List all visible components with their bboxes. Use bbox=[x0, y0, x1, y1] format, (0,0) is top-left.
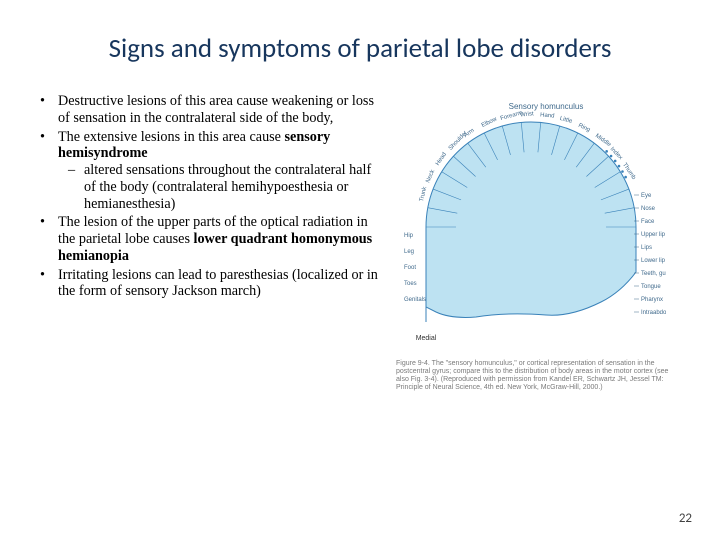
text-run: Irritating lesions can lead to paresthes… bbox=[58, 267, 378, 300]
figure-label: Hip bbox=[404, 233, 414, 239]
figure-label: Intraabdominal bbox=[641, 310, 666, 316]
figure-label: Elbow bbox=[481, 116, 499, 129]
content-row: Destructive lesions of this area cause w… bbox=[36, 93, 684, 392]
sub-list: altered sensations throughout the contra… bbox=[58, 162, 384, 212]
text-run: Destructive lesions of this area cause w… bbox=[58, 93, 374, 126]
list-item: Destructive lesions of this area cause w… bbox=[36, 93, 384, 127]
figure-label: Hand bbox=[540, 112, 555, 119]
list-item: The extensive lesions in this area cause… bbox=[36, 129, 384, 213]
figure-label: Face bbox=[641, 219, 655, 225]
text-column: Destructive lesions of this area cause w… bbox=[36, 93, 384, 392]
slide: Signs and symptoms of parietal lobe diso… bbox=[0, 0, 720, 540]
cortex-section bbox=[426, 122, 636, 317]
figure-label: Trunk bbox=[419, 185, 428, 202]
figure-label: Genitals bbox=[404, 297, 426, 303]
figure-label: Teeth, gums, and jaw bbox=[641, 271, 666, 277]
list-item: Irritating lesions can lead to paresthes… bbox=[36, 267, 384, 301]
bullet-list: Destructive lesions of this area cause w… bbox=[36, 93, 384, 300]
figure-column: Sensory homunculus TrunkNeckHeadShoulder… bbox=[396, 93, 676, 392]
figure-label: Toes bbox=[404, 281, 417, 287]
figure-label: Pharynx bbox=[641, 297, 663, 303]
figure-label: Neck bbox=[425, 168, 436, 184]
figure-label: Ring bbox=[577, 123, 591, 134]
figure-label: Nose bbox=[641, 206, 656, 212]
figure-label: Tongue bbox=[641, 284, 661, 290]
homunculus-diagram: Sensory homunculus TrunkNeckHeadShoulder… bbox=[396, 97, 666, 347]
figure-label: Lips bbox=[641, 245, 652, 251]
figure-label: Little bbox=[559, 116, 573, 125]
axis-label-medial: Medial bbox=[416, 335, 437, 342]
page-number: 22 bbox=[679, 511, 692, 526]
figure-label: Upper lip bbox=[641, 232, 666, 238]
figure-label: Foot bbox=[404, 265, 416, 271]
text-run: The extensive lesions in this area cause bbox=[58, 129, 285, 145]
figure-label: Wrist bbox=[520, 111, 534, 118]
labels-right: Eye Nose Face Upper lip Lips Lower lip Teeth, … bbox=[634, 193, 666, 316]
figure-caption: Figure 9‑4. The "sensory homunculus," or… bbox=[396, 360, 676, 392]
figure-label: Lower lip bbox=[641, 258, 666, 264]
figure-label: Eye bbox=[641, 193, 652, 199]
page-title: Signs and symptoms of parietal lobe diso… bbox=[36, 32, 684, 65]
list-item: The lesion of the upper parts of the opt… bbox=[36, 214, 384, 264]
figure-label: Arm bbox=[463, 128, 475, 139]
list-item: altered sensations throughout the contra… bbox=[58, 162, 384, 212]
labels-left: Hip Leg Foot Toes Genitals bbox=[404, 233, 426, 303]
figure-label: Leg bbox=[404, 249, 414, 255]
text-run: altered sensations throughout the contra… bbox=[84, 162, 371, 212]
